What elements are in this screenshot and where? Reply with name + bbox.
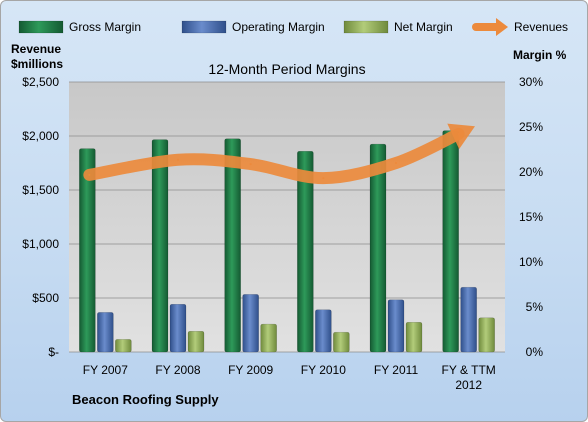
- net-margin-bar: [260, 323, 277, 353]
- revenue-point: [249, 163, 252, 166]
- net-margin-bar: [333, 331, 350, 353]
- operating-margin-bar: [169, 304, 187, 353]
- x-tick-label: FY 2011: [374, 363, 419, 377]
- left-tick-labels: $- $500 $1,000 $1,500 $2,000 $2,500: [22, 75, 59, 359]
- x-tick-label: FY 2009: [228, 363, 273, 377]
- legend-label-gross-margin: Gross Margin: [69, 20, 141, 34]
- left-tick-label: $2,500: [22, 75, 59, 89]
- net-margin-bar: [478, 317, 495, 353]
- right-tick-label: 0%: [526, 345, 544, 359]
- right-tick-label: 20%: [519, 165, 543, 179]
- revenue-point: [88, 173, 91, 176]
- gross-margin-bar: [79, 148, 96, 353]
- operating-margin-bar: [387, 299, 405, 353]
- chart-title: 12-Month Period Margins: [208, 61, 365, 77]
- bars: [79, 130, 495, 353]
- legend-swatch-gross-margin: [18, 20, 64, 34]
- x-tick-label: FY 2007: [83, 363, 128, 377]
- net-margin-bar: [115, 339, 132, 353]
- right-tick-label: 30%: [519, 75, 543, 89]
- right-tick-label: 5%: [526, 300, 544, 314]
- gross-margin-bar: [442, 130, 459, 353]
- x-tick-labels: FY 2007 FY 2008 FY 2009 FY 2010 FY 2011 FY & …: [83, 363, 496, 392]
- gridlines: [69, 81, 505, 353]
- left-tick-label: $2,000: [22, 129, 59, 143]
- right-tick-labels: 0% 5% 10% 15% 20% 25% 30%: [519, 75, 543, 359]
- revenue-arrowhead: [447, 123, 475, 150]
- left-axis-title: Revenue $millions: [11, 42, 63, 71]
- revenue-line: [83, 123, 475, 185]
- net-margin-bar: [187, 331, 205, 353]
- left-tick-label: $-: [48, 345, 59, 359]
- gross-margin-bar: [297, 151, 314, 353]
- gross-margin-bar: [151, 139, 169, 353]
- right-axis-title: Margin %: [513, 48, 567, 62]
- plot-area: [69, 82, 505, 352]
- legend-label-revenues: Revenues: [514, 20, 568, 34]
- revenue-point: [457, 132, 460, 135]
- legend-swatch-net-margin: [343, 20, 389, 34]
- right-tick-label: 10%: [519, 255, 543, 269]
- revenue-point: [177, 158, 179, 161]
- left-tick-label: $1,500: [22, 183, 59, 197]
- right-tick-label: 15%: [519, 210, 543, 224]
- company-label: Beacon Roofing Supply: [72, 392, 219, 407]
- legend-label-net-margin: Net Margin: [394, 20, 453, 34]
- x-tick-label: FY 2008: [155, 363, 200, 377]
- legend-label-operating-margin: Operating Margin: [232, 20, 325, 34]
- legend-swatch-revenues-arrow: [496, 18, 508, 36]
- right-tick-label: 25%: [519, 120, 543, 134]
- operating-margin-bar: [242, 294, 259, 353]
- revenue-line-path: [83, 127, 465, 185]
- operating-margin-bar: [460, 286, 477, 353]
- net-margin-bar: [405, 322, 423, 353]
- gross-margin-bar: [369, 143, 387, 353]
- revenue-point: [395, 162, 397, 164]
- legend: Gross Margin Operating Margin Net Margin Re…: [18, 18, 568, 36]
- left-tick-label: $500: [32, 291, 59, 305]
- revenue-point: [322, 177, 325, 180]
- x-tick-label: FY & TTM 2012: [442, 363, 496, 392]
- x-tick-label: FY 2010: [301, 363, 346, 377]
- left-tick-label: $1,000: [22, 237, 59, 251]
- legend-swatch-operating-margin: [181, 20, 227, 34]
- operating-margin-bar: [97, 312, 114, 353]
- gross-margin-bar: [224, 138, 241, 353]
- operating-margin-bar: [315, 309, 332, 353]
